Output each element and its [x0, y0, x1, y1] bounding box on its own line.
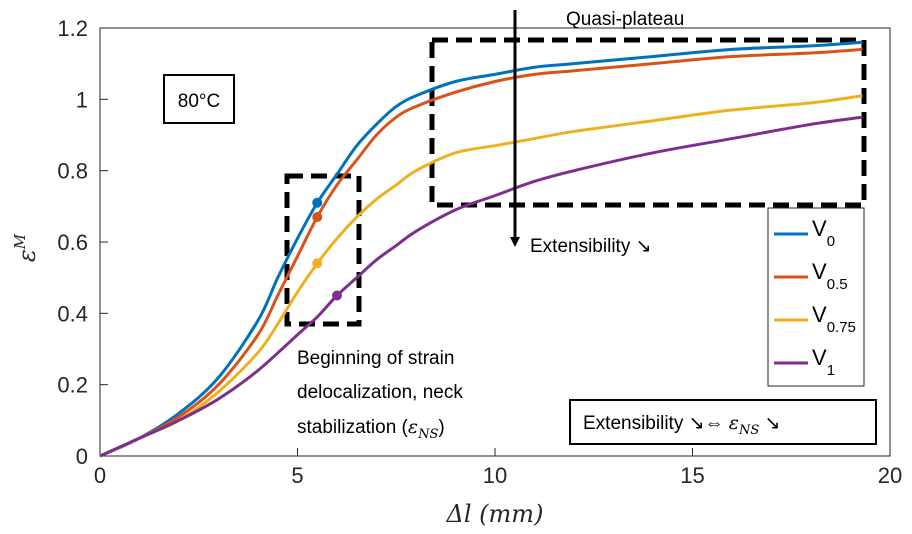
neck-dashed-box [284, 173, 362, 327]
y-tick-label: 0.4 [57, 301, 88, 326]
y-axis-title: εM [11, 233, 41, 262]
x-tick-label: 5 [291, 463, 303, 488]
series-marker-0 [312, 197, 323, 208]
extensibility-relation-box [569, 399, 877, 445]
series-line-1 [99, 47, 863, 458]
series-line-0 [99, 40, 863, 458]
legend-entry: V0.5 [812, 259, 848, 293]
series-layer [99, 40, 863, 458]
neck-annotation-line1: Beginning of strain [297, 348, 454, 369]
x-tick-label: 10 [483, 463, 507, 488]
legend-entry: V1 [812, 345, 835, 379]
quasi-plateau-label: Quasi-plateau [566, 9, 684, 30]
neck-annotation-line2: delocalization, neck [297, 382, 463, 403]
y-tick-label: 0.6 [57, 230, 88, 255]
series-line-3 [99, 115, 863, 458]
temperature-label: 80°C [178, 91, 220, 112]
plateau-dashed-box [429, 37, 867, 208]
extensibility-relation-label: Extensibility ↘⇔ εNS ↘ [583, 412, 780, 438]
y-tick-label: 0 [76, 444, 88, 469]
x-tick-label: 0 [94, 463, 106, 488]
x-tick-label: 20 [878, 463, 902, 488]
x-axis-title: Δl (mm) [446, 500, 544, 528]
series-line-2 [99, 94, 863, 458]
extensibility-arrow-label: Extensibility ↘ [530, 236, 652, 257]
series-marker-3 [332, 290, 342, 301]
legend-entry: V0 [812, 216, 835, 250]
neck-annotation-line3: stabilization (εNS) [297, 416, 445, 442]
temperature-box [163, 74, 235, 124]
y-tick-label: 1.2 [57, 16, 88, 41]
y-tick-label: 1 [76, 87, 88, 112]
legend-entry: V0.75 [812, 302, 856, 336]
x-tick-label: 15 [680, 463, 704, 488]
legend: V0 V0.5 V0.75 V1 [767, 207, 865, 387]
series-marker-2 [312, 258, 323, 269]
axis-ticks: 0 5 10 15 20 0 0.2 0.4 0.6 0.8 1 1.2 [57, 16, 902, 488]
y-tick-label: 0.2 [57, 373, 88, 398]
legend-box [767, 207, 865, 387]
y-tick-label: 0.8 [57, 159, 88, 184]
series-marker-1 [312, 212, 323, 223]
